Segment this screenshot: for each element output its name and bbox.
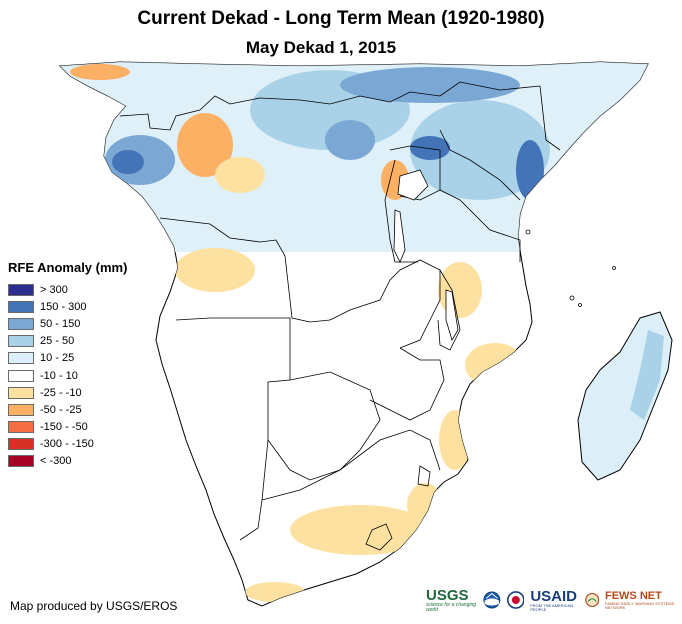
- dry-area-cameroon: [177, 113, 233, 177]
- dry-area-south-africa: [290, 505, 430, 555]
- dry-area-natal: [407, 483, 443, 527]
- lake-victoria: [397, 169, 429, 201]
- map-subtitle: May Dekad 1, 2015: [0, 38, 682, 58]
- legend: RFE Anomaly (mm) > 300 150 - 300 50 - 15…: [8, 260, 148, 470]
- border-lesotho: [365, 523, 393, 551]
- legend-swatch: [8, 352, 34, 365]
- border-north-1: [119, 109, 201, 131]
- usaid-logo-text: USAID: [530, 587, 577, 605]
- legend-label: -150 - -50: [40, 421, 88, 434]
- logo-bar: USGS science for a changing world USAID …: [426, 584, 678, 616]
- border-uganda: [389, 145, 441, 201]
- border-kenya: [439, 129, 521, 201]
- legend-swatch: [8, 335, 34, 348]
- border-angola-north: [159, 217, 286, 257]
- fews-net-logo-tagline: FAMINE EARLY WARNING SYSTEMS NETWORK: [604, 600, 675, 610]
- country-borders: [119, 81, 561, 551]
- border-tanzania: [439, 189, 521, 262]
- legend-item: 10 - 25: [8, 350, 148, 367]
- legend-item: -300 - -150: [8, 436, 148, 453]
- fews-net-logo-text: FEWS NET: [604, 589, 662, 602]
- border-malawi: [437, 269, 461, 351]
- dry-area-drc-west: [215, 157, 265, 193]
- small-islands: [525, 229, 616, 307]
- dry-area-tanzania: [438, 262, 482, 318]
- legend-label: -25 - -10: [40, 386, 82, 399]
- legend-item: -25 - -10: [8, 384, 148, 401]
- legend-label: -50 - -25: [40, 403, 82, 416]
- dry-area-north-strip: [70, 64, 130, 80]
- legend-item: 50 - 150: [8, 315, 148, 332]
- dry-area-cape: [245, 582, 305, 602]
- legend-item: < -300: [8, 453, 148, 470]
- wet-north-strip: [340, 67, 520, 103]
- legend-item: 25 - 50: [8, 333, 148, 350]
- border-zambia: [329, 259, 441, 349]
- legend-swatch: [8, 283, 34, 296]
- border-south-africa: [261, 429, 441, 501]
- usgs-logo-text: USGS: [426, 586, 469, 604]
- legend-item: > 300: [8, 281, 148, 298]
- map-subtitle-text: May Dekad 1, 2015: [245, 38, 397, 57]
- island-pemba: [612, 266, 616, 270]
- border-namibia: [175, 317, 291, 541]
- lakes: [393, 169, 459, 341]
- legend-swatch: [8, 421, 34, 434]
- island-comoros-1: [569, 295, 575, 301]
- legend-swatch: [8, 386, 34, 399]
- legend-swatch: [8, 317, 34, 330]
- usaid-logo: USAID FROM THE AMERICAN PEOPLE: [530, 589, 578, 612]
- madagascar-wet-strip: [630, 330, 664, 420]
- legend-item: -10 - 10: [8, 367, 148, 384]
- border-swaziland: [417, 465, 431, 487]
- wet-core-central: [325, 120, 375, 160]
- legend-item: -50 - -25: [8, 401, 148, 418]
- fews-net-logo: FEWS NET FAMINE EARLY WARNING SYSTEMS NE…: [604, 589, 678, 610]
- dry-area-mozambique-south: [439, 410, 471, 470]
- legend-swatch: [8, 455, 34, 468]
- wet-core-coast: [516, 140, 544, 200]
- border-botswana: [267, 371, 381, 481]
- legend-swatch: [8, 300, 34, 313]
- legend-label: < -300: [40, 455, 72, 468]
- usaid-logo-tagline: FROM THE AMERICAN PEOPLE: [530, 602, 574, 612]
- legend-label: 10 - 25: [40, 352, 75, 365]
- legend-swatch: [8, 438, 34, 451]
- island-zanzibar: [525, 229, 531, 235]
- legend-label: 25 - 50: [40, 335, 75, 348]
- noaa-logo-icon: [483, 591, 501, 609]
- dry-area-angola: [175, 248, 255, 292]
- legend-item: -150 - -50: [8, 419, 148, 436]
- border-zimbabwe: [369, 347, 445, 421]
- usgs-logo-tagline: science for a changing world: [426, 601, 477, 613]
- map-title: Current Dekad - Long Term Mean (1920-198…: [137, 8, 545, 29]
- island-comoros-2: [578, 303, 582, 307]
- legend-label: > 300: [40, 283, 68, 296]
- border-angola-east: [284, 255, 331, 323]
- legend-title: RFE Anomaly (mm): [8, 260, 128, 275]
- wet-core-west: [112, 150, 144, 174]
- map-credit: Map produced by USGS/EROS: [10, 599, 178, 613]
- legend-label: 50 - 150: [40, 317, 81, 330]
- usaid-seal-icon: [506, 591, 525, 609]
- legend-label: 150 - 300: [40, 300, 87, 313]
- wet-core-kenya: [410, 136, 450, 160]
- fews-net-icon: [584, 592, 599, 608]
- legend-swatch: [8, 403, 34, 416]
- legend-label: -10 - 10: [40, 369, 78, 382]
- legend-swatch: [8, 369, 34, 382]
- wet-area-east: [410, 100, 550, 200]
- lake-malawi: [445, 289, 459, 341]
- legend-label: -300 - -150: [40, 438, 94, 451]
- lake-tanganyika: [393, 209, 406, 263]
- border-north-2: [199, 81, 541, 111]
- border-east-1: [539, 85, 561, 151]
- legend-item: 150 - 300: [8, 298, 148, 315]
- usgs-logo: USGS science for a changing world: [426, 588, 477, 613]
- border-drc-east: [384, 159, 418, 263]
